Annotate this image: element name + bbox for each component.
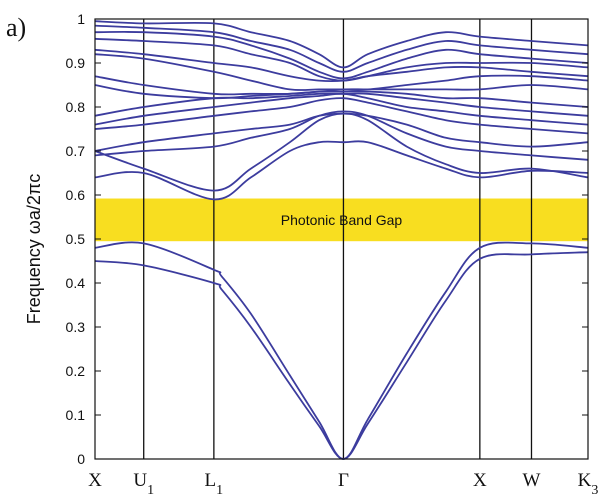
y-tick-label: 0.1: [66, 407, 86, 423]
kpoint-label: W: [523, 470, 541, 491]
y-tick-label: 0.5: [66, 231, 86, 247]
y-tick-label: 0.8: [66, 99, 86, 115]
y-tick-label: 0.9: [66, 55, 86, 71]
y-tick-label: 0.4: [66, 275, 86, 291]
band-gap-label: Photonic Band Gap: [281, 212, 403, 228]
kpoint-label: X: [88, 470, 102, 491]
panel-label: a): [6, 13, 26, 42]
kpoint-label: L1: [205, 470, 224, 498]
y-tick-label: 0.3: [66, 319, 86, 335]
y-tick-label: 0.6: [66, 187, 86, 203]
y-tick-label: 0.2: [66, 363, 86, 379]
y-tick-label: 0.7: [66, 143, 86, 159]
band-line: [95, 39, 588, 81]
kpoint-label: Γ: [338, 470, 349, 491]
band-line: [95, 114, 588, 191]
band-line: [95, 242, 588, 459]
y-tick-label: 1: [77, 11, 85, 27]
band-line: [95, 21, 588, 67]
kpoint-label: X: [473, 470, 487, 491]
band-line: [95, 252, 588, 459]
kpoint-label: U1: [133, 470, 154, 498]
x-axis-kpoint-labels: X U1 L1 Γ X W K3: [88, 470, 598, 498]
y-axis-label: Frequency ωa/2πc: [24, 174, 44, 325]
y-tick-label: 0: [77, 451, 85, 467]
kpoint-label: K3: [578, 470, 599, 498]
